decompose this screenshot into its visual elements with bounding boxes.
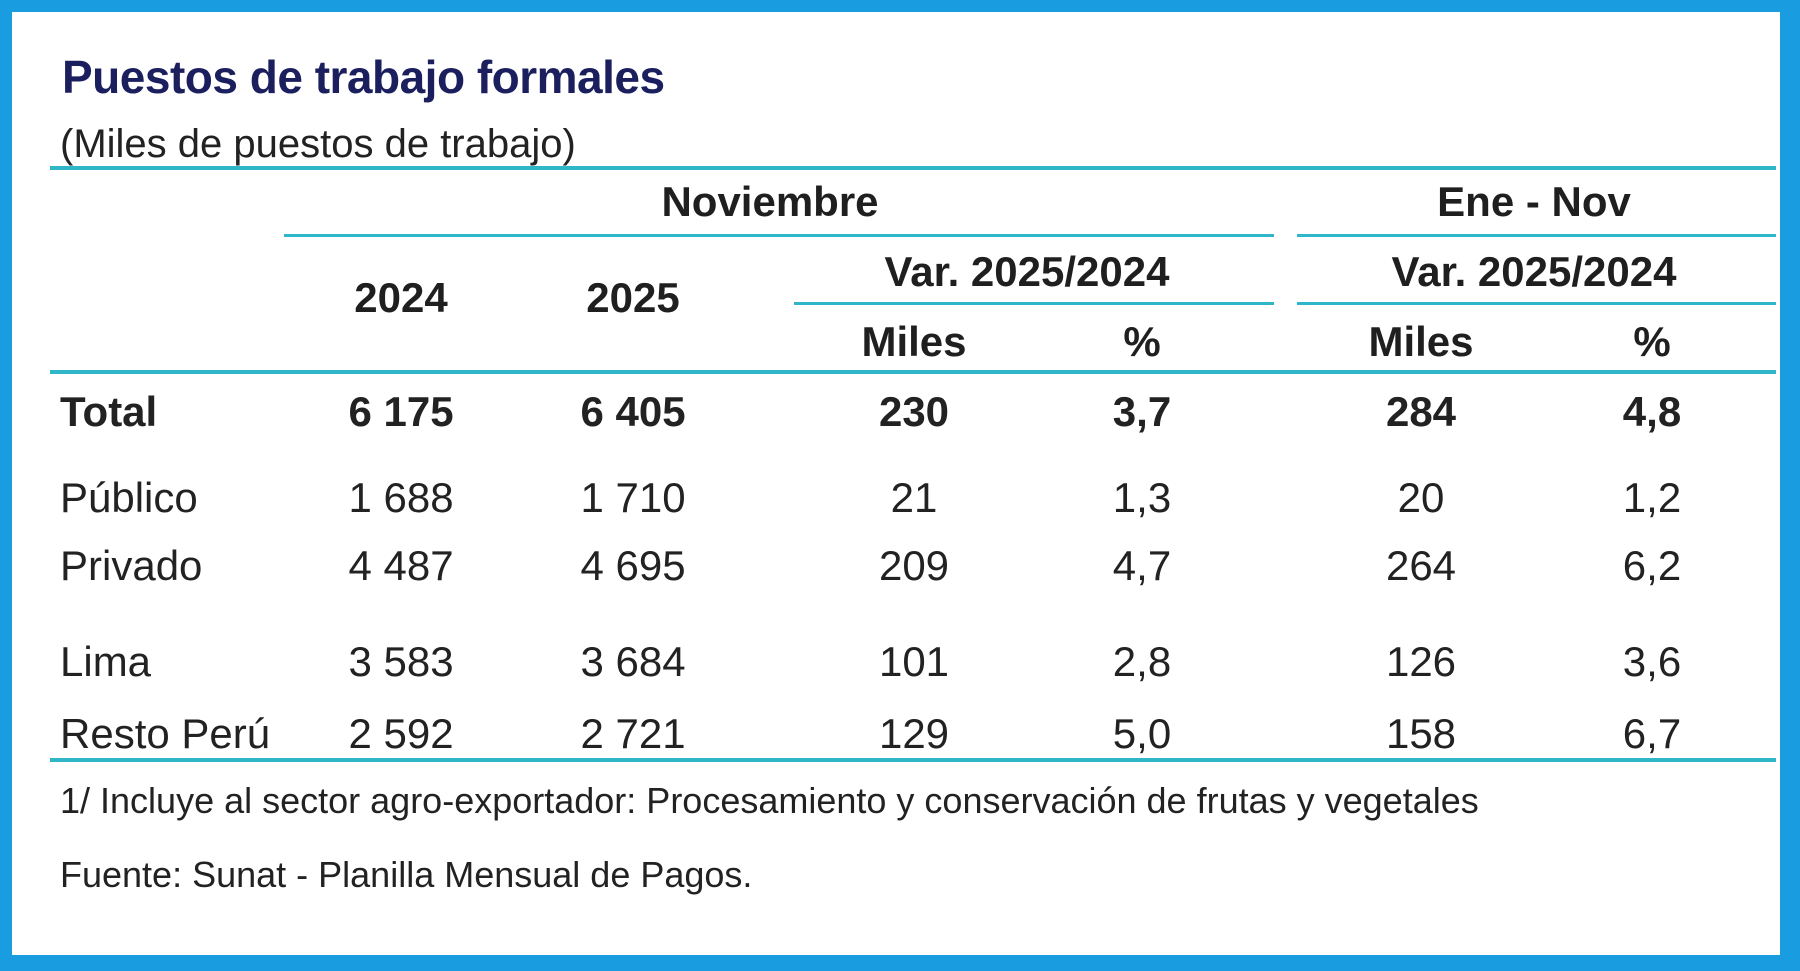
top-rule [50,166,1776,170]
row-label-publico: Público [60,474,198,521]
cell-lima-ytd-pct: 3,6 [1622,638,1682,685]
header-noviembre: Noviembre [661,178,879,225]
source-note: Fuente: Sunat - Planilla Mensual de Pago… [60,854,753,895]
cell-total-nov-miles: 230 [878,388,950,435]
cell-lima-ytd-miles: 126 [1385,638,1457,685]
header-2025: 2025 [586,274,680,321]
cell-privado-nov-miles: 209 [878,542,950,589]
cell-privado-2024: 4 487 [348,542,454,589]
cell-total-2024: 6 175 [348,388,454,435]
cell-privado-ytd-pct: 6,2 [1622,542,1682,589]
header-var-ene-nov: Var. 2025/2024 [1391,248,1677,295]
cell-publico-ytd-miles: 20 [1397,474,1445,521]
cell-resto-peru-2025: 2 721 [580,710,686,757]
cell-privado-ytd-miles: 264 [1385,542,1457,589]
cell-publico-2025: 1 710 [580,474,686,521]
cell-publico-2024: 1 688 [348,474,454,521]
bottom-rule [50,758,1776,762]
footnote: 1/ Incluye al sector agro-exportador: Pr… [60,780,1479,821]
rule-ene-nov [1297,234,1776,237]
header-ene-nov: Ene - Nov [1437,178,1631,225]
cell-lima-nov-miles: 101 [878,638,950,685]
page-title: Puestos de trabajo formales [62,51,665,103]
cell-resto-peru-nov-pct: 5,0 [1112,710,1172,757]
cell-total-2025: 6 405 [580,388,686,435]
row-label-total: Total [60,388,158,435]
header-pct-ene-nov: % [1633,318,1671,365]
rule-var-nov [794,302,1274,305]
cell-resto-peru-ytd-miles: 158 [1385,710,1457,757]
cell-total-nov-pct: 3,7 [1112,388,1172,435]
cell-lima-2025: 3 684 [580,638,686,685]
page-subtitle: (Miles de puestos de trabajo) [60,122,576,166]
cell-resto-peru-2024: 2 592 [348,710,454,757]
table-card: Puestos de trabajo formales (Miles de pu… [12,12,1780,955]
cell-total-ytd-miles: 284 [1385,388,1457,435]
cell-lima-2024: 3 583 [348,638,454,685]
cell-privado-nov-pct: 4,7 [1112,542,1172,589]
header-miles-nov: Miles [861,318,967,365]
cell-publico-nov-miles: 21 [890,474,938,521]
row-label-lima: Lima [60,638,152,685]
cell-total-ytd-pct: 4,8 [1622,388,1682,435]
rule-noviembre [284,234,1274,237]
cell-resto-peru-nov-miles: 129 [878,710,950,757]
cell-privado-2025: 4 695 [580,542,686,589]
header-var-nov: Var. 2025/2024 [884,248,1170,295]
header-miles-ene-nov: Miles [1368,318,1474,365]
header-rule [50,370,1776,374]
header-2024: 2024 [354,274,448,321]
row-label-resto-peru: Resto Perú [60,710,271,757]
cell-lima-nov-pct: 2,8 [1112,638,1172,685]
cell-resto-peru-ytd-pct: 6,7 [1622,710,1682,757]
row-label-privado: Privado [60,542,203,589]
cell-publico-ytd-pct: 1,2 [1622,474,1682,521]
header-pct-nov: % [1123,318,1161,365]
cell-publico-nov-pct: 1,3 [1112,474,1172,521]
rule-var-ene-nov [1297,302,1776,305]
